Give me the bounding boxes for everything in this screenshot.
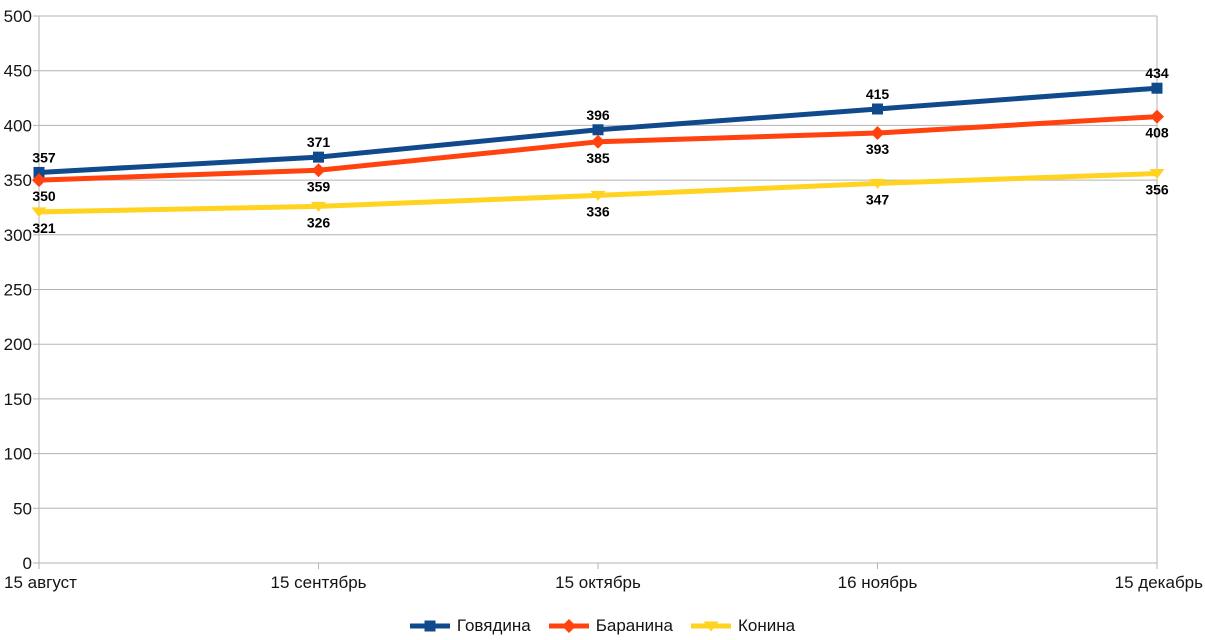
legend-triangle-down-swatch (690, 621, 731, 632)
y-tick-label: 500 (4, 7, 32, 26)
data-label: 434 (1145, 65, 1169, 81)
y-tick-label: 100 (4, 445, 32, 464)
data-label: 393 (866, 141, 890, 157)
series-2-marker (590, 190, 606, 201)
x-tick-label: 15 октябрь (555, 573, 641, 592)
y-tick-label: 400 (4, 116, 32, 135)
y-tick-label: 250 (4, 281, 32, 300)
y-tick-label: 350 (4, 171, 32, 190)
series-1-marker (870, 126, 885, 141)
x-tick-label: 15 декабрь (1115, 573, 1203, 592)
series-2-marker (31, 207, 47, 218)
legend-label: Конина (737, 616, 796, 635)
series-1-marker (591, 134, 605, 149)
x-tick-label: 16 ноябрь (838, 573, 918, 592)
legend-label: Говядина (456, 616, 531, 635)
data-label: 371 (307, 134, 331, 150)
legend-diamond-swatch (548, 619, 589, 633)
data-label: 336 (586, 203, 610, 219)
series-2-marker (870, 178, 885, 189)
y-tick-label: 200 (4, 335, 32, 354)
data-label: 359 (307, 178, 331, 194)
y-tick-label: 150 (4, 390, 32, 409)
legend-marker (561, 619, 576, 633)
legend-marker (703, 621, 719, 632)
series-0-marker (313, 151, 324, 163)
series-0-marker (872, 103, 883, 115)
series-0-marker (592, 124, 604, 136)
series-2-marker (311, 201, 326, 212)
legend-label: Баранина (595, 616, 673, 635)
data-label: 408 (1145, 125, 1169, 141)
chart-legend: Говядина Баранина Конина (0, 616, 1205, 636)
data-label: 350 (32, 188, 56, 204)
legend-item-2: Конина (690, 616, 796, 636)
data-label: 356 (1145, 182, 1169, 198)
data-label: 357 (32, 149, 56, 165)
series-0-marker (33, 166, 45, 178)
data-label: 415 (866, 86, 890, 102)
y-tick-label: 450 (4, 62, 32, 81)
series-0-marker (1151, 82, 1163, 94)
legend-marker (424, 620, 436, 632)
legend-item-0: Говядина (409, 616, 531, 636)
series-1-marker (1150, 109, 1164, 124)
data-label: 326 (307, 214, 331, 230)
data-label: 347 (866, 191, 890, 207)
data-label: 321 (32, 220, 56, 236)
series-1-marker (311, 163, 326, 178)
y-tick-label: 300 (4, 226, 32, 245)
series-2-marker (1149, 169, 1165, 180)
y-tick-label: 50 (13, 499, 32, 518)
x-tick-label: 15 август (4, 573, 77, 592)
data-label: 385 (586, 150, 610, 166)
y-tick-label: 0 (23, 554, 32, 573)
series-1-marker (32, 173, 46, 188)
legend-item-1: Баранина (548, 616, 673, 636)
x-tick-label: 15 сентябрь (270, 573, 366, 592)
legend-square-swatch (409, 620, 450, 632)
data-label: 396 (586, 107, 610, 123)
